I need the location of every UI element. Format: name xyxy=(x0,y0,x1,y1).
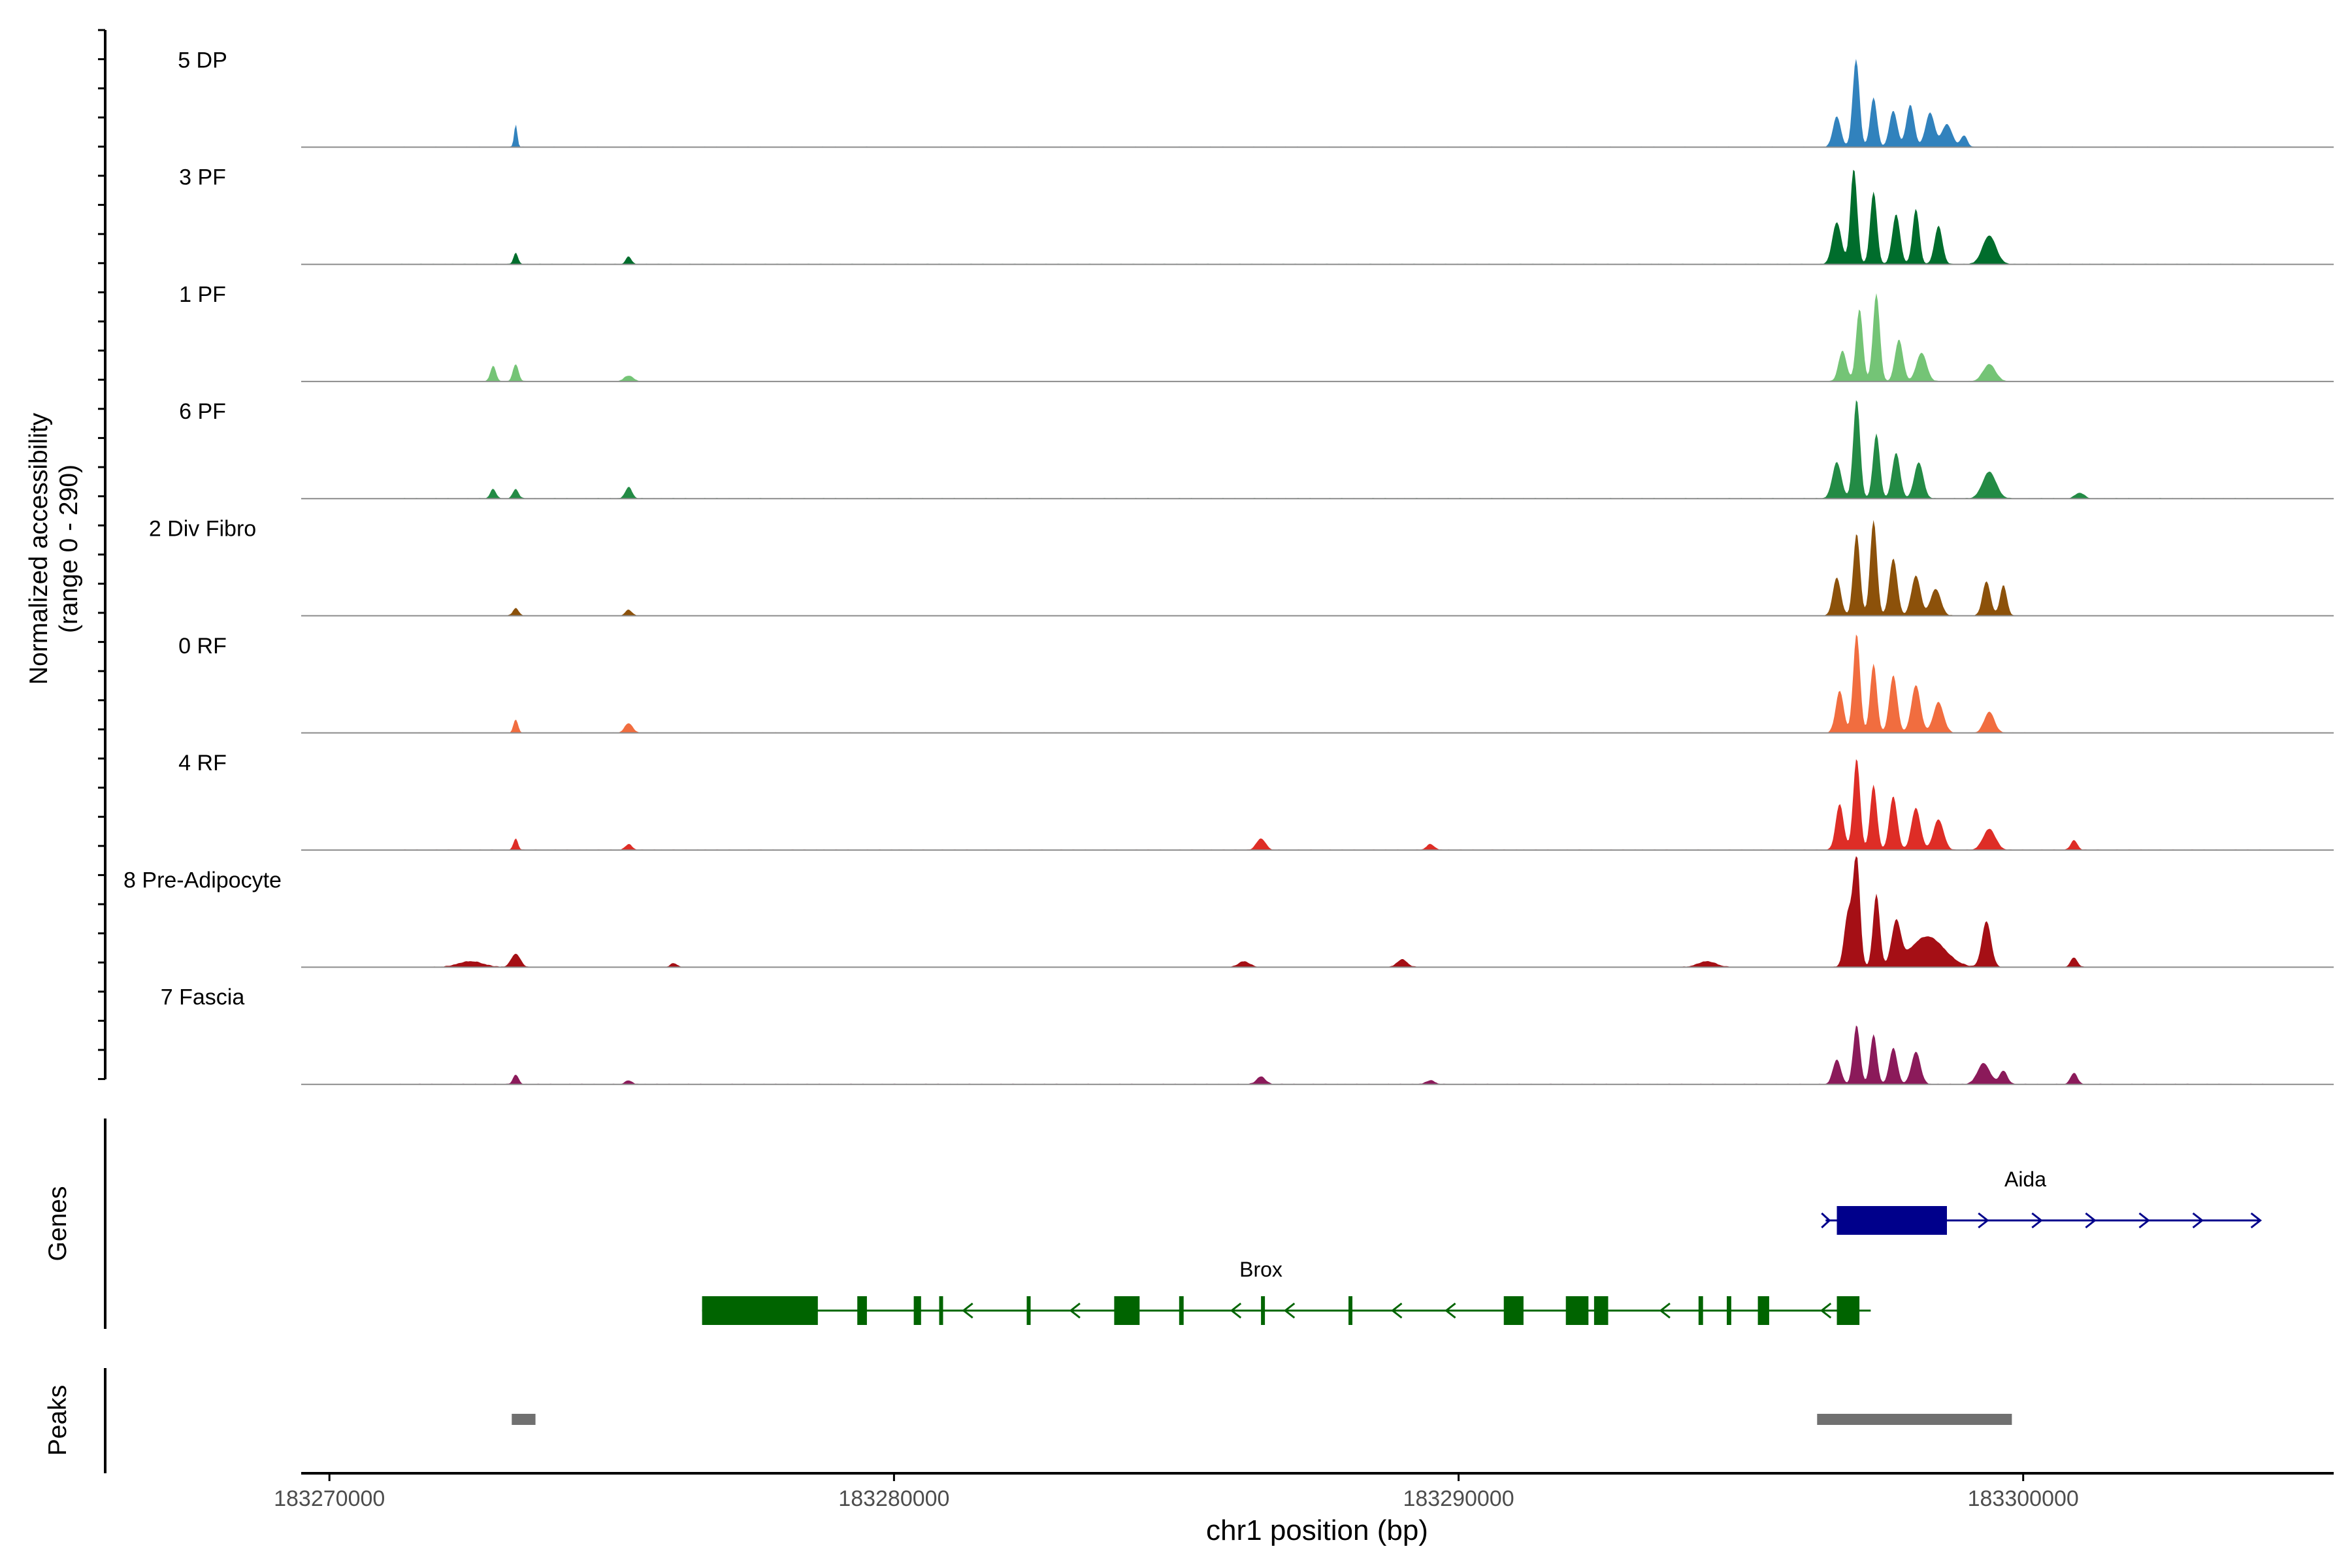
gene-exon xyxy=(1348,1296,1352,1325)
track-2: 1 PF xyxy=(179,282,2334,382)
gene-exon xyxy=(857,1296,867,1325)
genes-track-label: Genes xyxy=(44,1186,72,1262)
track-label: 5 DP xyxy=(178,48,227,73)
gene-exon xyxy=(1179,1296,1184,1325)
track-label: 6 PF xyxy=(179,399,226,424)
gene-exon xyxy=(1114,1296,1140,1325)
track-5: 0 RF xyxy=(178,634,2334,734)
coverage-tracks: 5 DP 3 PF 1 PF 6 PF 2 Div Fibro 0 RF 4 RF 8 Pre… xyxy=(123,48,2334,1085)
track-3: 6 PF xyxy=(179,399,2334,500)
strand-chevron xyxy=(2138,1212,2150,1229)
x-axis-ticks: 183270000 183280000 183290000 183300000 xyxy=(274,1473,2079,1511)
x-axis-label: chr1 position (bp) xyxy=(1206,1514,1428,1546)
coverage-area xyxy=(301,169,2334,265)
track-7: 8 Pre-Adipocyte xyxy=(123,856,2334,968)
gene-annotations: Aida Brox xyxy=(702,1168,2262,1325)
strand-chevron xyxy=(2250,1212,2262,1229)
x-axis: 183270000 183280000 183290000 183300000 xyxy=(274,1472,2334,1511)
coverage-area xyxy=(301,59,2334,148)
y-axis-label-range: (range 0 - 290) xyxy=(55,465,83,633)
gene-exon xyxy=(913,1296,921,1325)
strand-chevron xyxy=(1978,1212,1989,1229)
coverage-area xyxy=(301,293,2334,382)
gene-aida: Aida xyxy=(1821,1168,2262,1235)
coverage-area xyxy=(301,1025,2334,1085)
gene-exon xyxy=(939,1296,943,1325)
coverage-area xyxy=(301,400,2334,499)
coverage-area xyxy=(301,856,2334,968)
peak-region xyxy=(512,1414,536,1425)
gene-exon xyxy=(1698,1296,1703,1325)
strand-chevron xyxy=(1659,1302,1671,1319)
track-label: 2 Div Fibro xyxy=(149,517,256,542)
coverage-axis-ticks xyxy=(98,29,105,1081)
coverage-area xyxy=(301,634,2334,733)
coverage-area xyxy=(301,759,2334,851)
strand-chevron xyxy=(1820,1302,1832,1319)
gene-exon xyxy=(1757,1296,1769,1325)
track-label: 1 PF xyxy=(179,282,226,307)
strand-chevron xyxy=(1230,1302,1242,1319)
x-tick-label: 183280000 xyxy=(838,1486,949,1511)
gene-exon xyxy=(1026,1296,1031,1325)
gene-label: Aida xyxy=(2004,1168,2046,1191)
coverage-area xyxy=(301,519,2334,616)
strand-chevron xyxy=(2031,1212,2043,1229)
track-label: 4 RF xyxy=(178,751,227,776)
gene-exon xyxy=(702,1296,818,1325)
gene-exon xyxy=(1593,1296,1609,1325)
gene-exon xyxy=(1727,1296,1731,1325)
gene-exon xyxy=(1261,1296,1266,1325)
gene-exon xyxy=(1565,1296,1589,1325)
peaks-track-label: Peaks xyxy=(44,1385,72,1456)
strand-chevron xyxy=(1391,1302,1403,1319)
track-8: 7 Fascia xyxy=(161,985,2334,1085)
strand-chevron xyxy=(962,1302,973,1319)
track-6: 4 RF xyxy=(178,751,2334,851)
x-tick-label: 183290000 xyxy=(1403,1486,1514,1511)
x-tick-label: 183300000 xyxy=(1968,1486,2079,1511)
gene-exon xyxy=(1837,1296,1860,1325)
peak-region xyxy=(1817,1414,2012,1425)
x-tick-label: 183270000 xyxy=(274,1486,385,1511)
track-label: 8 Pre-Adipocyte xyxy=(123,868,282,892)
y-axis-label: Normalized accessibility xyxy=(25,412,53,685)
gene-brox: Brox xyxy=(702,1258,1871,1325)
strand-chevron xyxy=(1069,1302,1081,1319)
track-1: 3 PF xyxy=(179,165,2334,265)
gene-exon xyxy=(1837,1206,1947,1235)
strand-chevron xyxy=(2192,1212,2204,1229)
track-4: 2 Div Fibro xyxy=(149,517,2334,617)
peak-regions xyxy=(512,1414,2012,1425)
track-0: 5 DP xyxy=(178,48,2334,148)
strand-chevron xyxy=(1821,1212,1831,1229)
track-label: 0 RF xyxy=(178,634,227,659)
coverage-axis xyxy=(98,29,106,1081)
gene-exon xyxy=(1503,1296,1524,1325)
track-label: 7 Fascia xyxy=(161,985,245,1010)
track-label: 3 PF xyxy=(179,165,226,190)
strand-chevron xyxy=(2085,1212,2097,1229)
gene-label: Brox xyxy=(1239,1258,1282,1281)
strand-chevron xyxy=(1445,1302,1456,1319)
strand-chevron xyxy=(1283,1302,1296,1319)
